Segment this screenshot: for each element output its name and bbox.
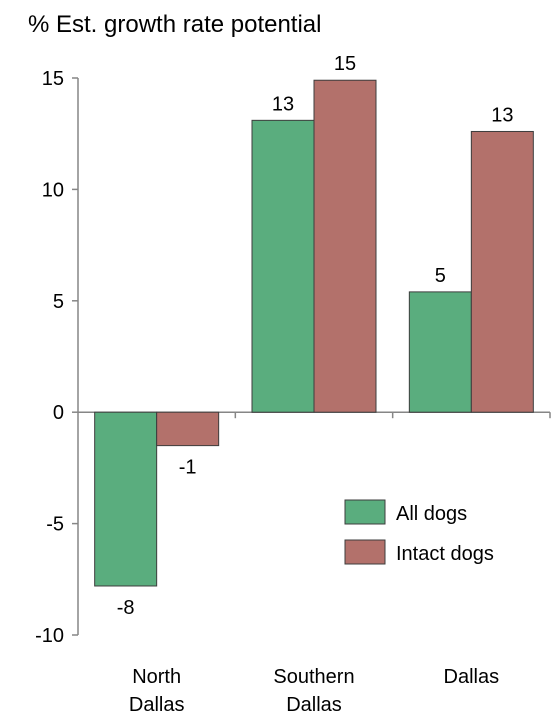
y-tick-label: -5 [46, 514, 64, 536]
x-category-label-line: Southern [273, 666, 354, 688]
bar-all-dogs-1 [251, 119, 315, 413]
x-category-label-line: Dallas [444, 666, 500, 688]
bar-intact-dogs-1 [313, 79, 377, 413]
legend-swatch [344, 539, 386, 565]
x-category-label: Southern Dallas [273, 666, 354, 716]
x-category-label-line: Dallas [129, 694, 185, 716]
y-tick-label: 15 [42, 68, 64, 90]
data-labels: -8 13 5 -1 15 13 [117, 53, 514, 619]
x-category-label: North Dallas [129, 666, 185, 716]
y-tick-label: 0 [53, 402, 64, 424]
chart-title: % Est. growth rate potential [28, 11, 321, 38]
data-label: 13 [272, 93, 294, 115]
data-label: 15 [334, 53, 356, 75]
bar-all-dogs-2 [408, 291, 472, 413]
bar-all-dogs-0 [94, 411, 158, 587]
data-label: 5 [435, 265, 446, 287]
bar-intact-dogs-0 [156, 411, 220, 447]
x-category-label: Dallas [444, 666, 500, 688]
legend-label: All dogs [396, 503, 467, 525]
axes: -10 -5 0 5 10 15 North Dallas Southern Dallas Dall… [35, 68, 551, 716]
legend: All dogs Intact dogs [344, 499, 494, 565]
x-category-label-line: North [132, 666, 181, 688]
y-tick-label: 10 [42, 179, 64, 201]
legend-swatch [344, 499, 386, 525]
data-label: -1 [179, 457, 197, 479]
y-tick-label: 5 [53, 291, 64, 313]
data-label: -8 [117, 597, 135, 619]
data-label: 13 [491, 104, 513, 126]
y-tick-label: -10 [35, 625, 64, 647]
x-category-label-line: Dallas [286, 694, 342, 716]
legend-label: Intact dogs [396, 543, 494, 565]
bar-intact-dogs-2 [470, 130, 534, 413]
bars [94, 79, 534, 587]
